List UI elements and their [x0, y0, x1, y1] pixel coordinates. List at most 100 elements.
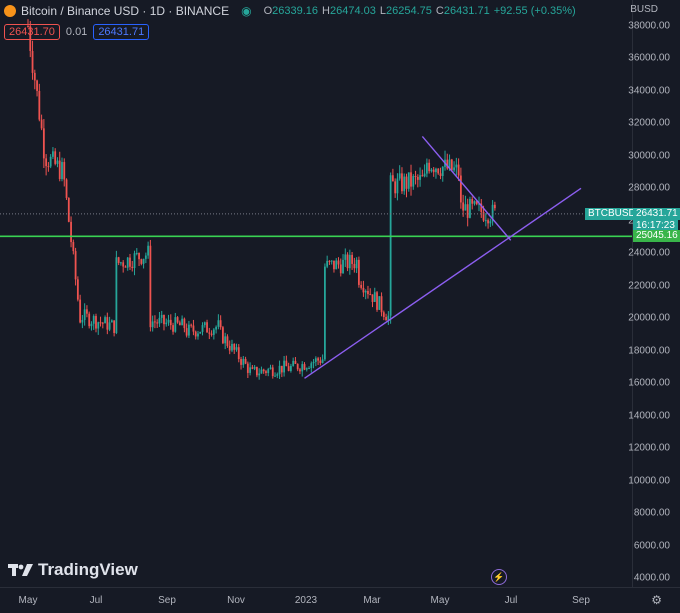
candle — [432, 166, 435, 177]
candle — [131, 260, 134, 272]
candle — [335, 258, 338, 270]
candle — [283, 355, 286, 377]
candle — [294, 356, 297, 365]
chart-plot-area[interactable] — [0, 0, 632, 587]
price-scale[interactable]: BUSD 38000.00 36000.00 34000.00 32000.00 300… — [628, 0, 680, 587]
candle — [56, 157, 59, 168]
candle — [367, 285, 369, 299]
eye-icon[interactable]: ◉ — [241, 4, 252, 18]
candle — [412, 174, 415, 190]
candle — [258, 368, 261, 380]
price-tick: 14000.00 — [628, 410, 670, 422]
candle — [348, 249, 351, 275]
sell-price-button[interactable]: 26431.70 — [4, 24, 60, 40]
price-tick: 30000.00 — [628, 150, 670, 162]
candle — [435, 167, 437, 179]
candle — [269, 364, 272, 370]
candle — [140, 258, 143, 266]
candle — [90, 321, 93, 331]
gear-icon[interactable]: ⚙ — [651, 593, 662, 607]
candle — [296, 363, 299, 372]
candle — [36, 79, 38, 97]
candle — [99, 316, 102, 327]
candle — [208, 327, 211, 340]
candle — [76, 276, 79, 302]
candle — [226, 334, 229, 348]
candle — [70, 216, 72, 248]
price-tick: 16000.00 — [628, 377, 670, 389]
candle — [310, 361, 313, 373]
currency-label[interactable]: BUSD — [630, 4, 658, 15]
symbol-title[interactable]: Bitcoin / Binance USD · 1D · BINANCE — [21, 4, 230, 18]
price-tick: 38000.00 — [628, 20, 670, 32]
candlestick-chart[interactable] — [0, 0, 632, 587]
time-scale[interactable]: ⚙ May Jul Sep Nov 2023 Mar May Jul Sep — [0, 587, 680, 613]
candle — [244, 356, 247, 365]
candle — [360, 281, 363, 290]
trade-buttons: 26431.70 0.01 26431.71 — [4, 24, 150, 40]
candle — [290, 363, 292, 373]
candle — [156, 319, 159, 328]
candle — [106, 312, 109, 335]
candle — [428, 159, 431, 174]
candle — [228, 340, 231, 355]
countdown-tag: 16:17:23 — [633, 219, 678, 232]
candle — [416, 174, 419, 188]
candle — [380, 292, 383, 317]
candle — [446, 153, 449, 170]
candle — [129, 253, 131, 270]
candle — [323, 263, 326, 362]
candle — [65, 178, 68, 200]
candle — [224, 332, 227, 350]
candle — [212, 328, 215, 340]
candle — [280, 365, 283, 378]
candle — [308, 366, 310, 370]
candle — [357, 256, 360, 288]
candle — [287, 362, 290, 372]
candle — [373, 287, 376, 302]
support-price-tag: 25045.16 — [633, 230, 680, 243]
candle — [61, 157, 63, 182]
time-tick: 2023 — [294, 595, 318, 606]
buy-price-button[interactable]: 26431.71 — [93, 24, 150, 40]
candle — [138, 252, 140, 266]
candle — [403, 173, 406, 195]
candle — [215, 325, 218, 334]
candle — [54, 148, 57, 166]
descending-trendline[interactable] — [421, 135, 512, 241]
candle — [382, 310, 385, 321]
price-tick: 28000.00 — [628, 182, 670, 194]
candle — [126, 256, 129, 271]
candle — [49, 154, 52, 169]
lightning-icon[interactable]: ⚡ — [491, 569, 507, 585]
candle — [45, 154, 48, 176]
candle — [203, 321, 206, 328]
candle — [262, 368, 265, 374]
candle — [337, 257, 340, 269]
candle — [115, 250, 118, 335]
candle — [319, 357, 322, 366]
candle — [410, 164, 412, 196]
candle — [339, 258, 342, 277]
candle — [317, 356, 319, 366]
candle — [113, 320, 116, 337]
candle — [92, 314, 95, 330]
candle — [42, 119, 45, 168]
candle — [101, 321, 104, 329]
candle — [385, 313, 387, 321]
time-tick: Nov — [227, 595, 245, 606]
candle — [493, 201, 496, 211]
price-change: +92.55 (+0.35%) — [493, 5, 576, 17]
candle — [355, 257, 358, 274]
candle — [387, 311, 390, 325]
symbol-tag: BTCBUSD — [585, 207, 639, 220]
candle — [439, 167, 442, 180]
time-tick: Jul — [504, 595, 518, 606]
ascending-trendline[interactable] — [304, 187, 582, 379]
candle — [181, 315, 184, 326]
candle — [188, 320, 190, 339]
candle — [176, 316, 179, 324]
candle — [67, 197, 70, 223]
price-tick: 22000.00 — [628, 280, 670, 292]
candle — [430, 168, 433, 173]
